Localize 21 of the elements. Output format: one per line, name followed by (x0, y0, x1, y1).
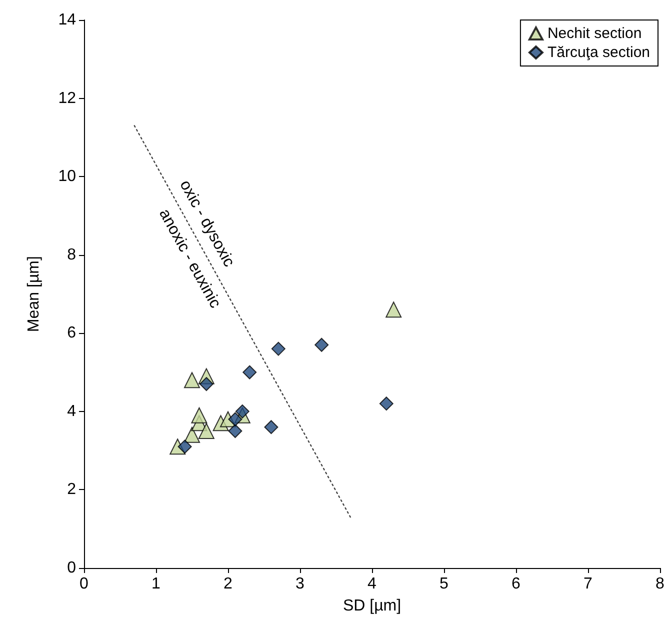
x-tick-label: 2 (224, 576, 233, 592)
y-tick-label: 14 (58, 12, 76, 28)
y-tick-label: 6 (67, 324, 76, 342)
x-axis-title: SD [µm] (342, 598, 402, 614)
y-tick-label: 2 (67, 481, 76, 498)
x-tick-label: 7 (584, 576, 593, 592)
y-tick-label: 10 (58, 168, 76, 186)
x-tick-label: 8 (656, 576, 665, 592)
y-tick-label: 12 (58, 90, 76, 107)
x-tick-label: 3 (296, 576, 305, 592)
x-tick-label: 5 (440, 576, 449, 592)
legend-label: Nechit section (547, 25, 642, 42)
x-tick-label: 0 (80, 576, 89, 592)
y-axis-title: Mean [µm] (26, 256, 42, 332)
legend-label: Tărcuţa section (547, 44, 650, 61)
x-tick-label: 6 (512, 576, 521, 592)
y-tick-label: 8 (67, 246, 76, 264)
y-tick-label: 4 (67, 402, 76, 420)
x-tick-label: 4 (368, 576, 377, 592)
y-tick-label: 0 (67, 560, 76, 576)
x-tick-label: 1 (152, 576, 161, 592)
